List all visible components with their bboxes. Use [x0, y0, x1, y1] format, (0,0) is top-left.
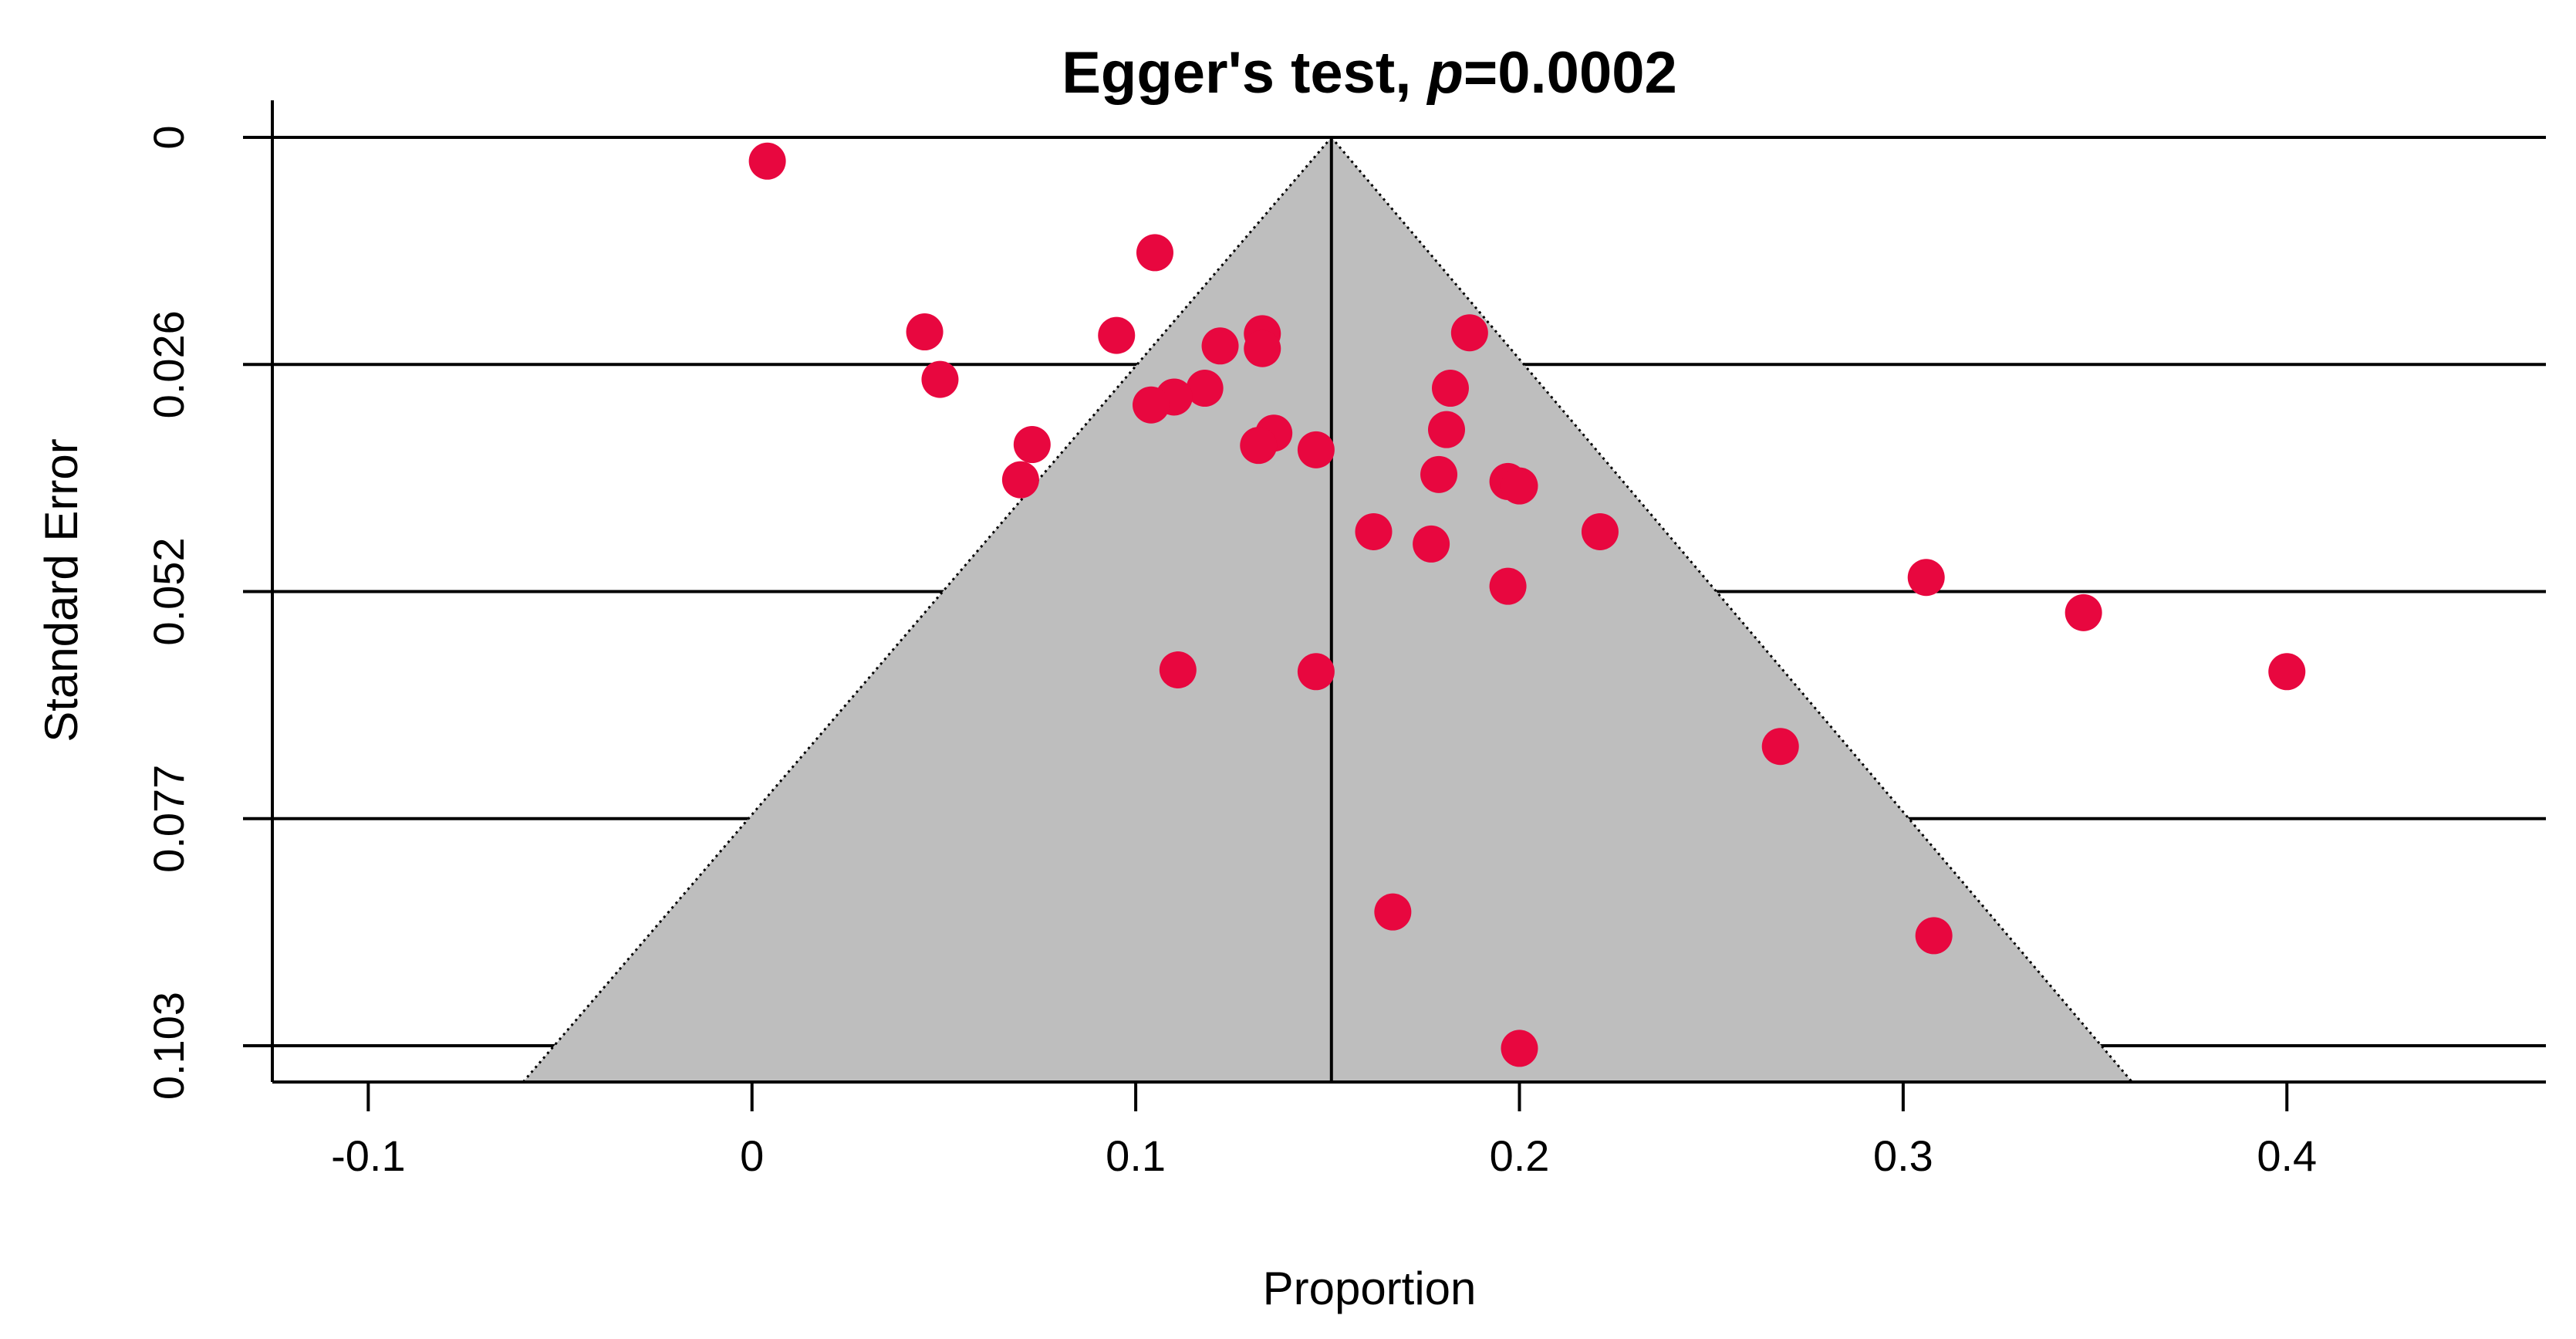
data-point-17: [1297, 431, 1335, 468]
data-point-34: [1501, 1030, 1538, 1067]
data-point-2: [906, 313, 944, 351]
title-prefix: Egger's test,: [1062, 40, 1427, 106]
data-point-30: [2268, 653, 2306, 691]
data-point-6: [1244, 330, 1281, 367]
data-point-33: [1915, 917, 1953, 955]
y-axis-title: Standard Error: [35, 438, 87, 742]
x-axis-ticks: -0.1 0 0.1 0.2 0.3 0.4: [331, 1082, 2317, 1180]
x-tick-label-5: 0.4: [2257, 1131, 2317, 1180]
data-point-32: [1374, 893, 1412, 931]
data-point-18: [1001, 461, 1039, 499]
data-point-1: [1136, 234, 1173, 272]
data-point-19: [1420, 455, 1458, 493]
data-point-0: [748, 142, 786, 180]
data-point-25: [1907, 559, 1945, 597]
y-tick-label-3: 0.077: [144, 765, 193, 873]
data-points: [748, 142, 2306, 1067]
funnel-left-boundary: [521, 137, 1332, 1085]
data-point-31: [1761, 728, 1799, 766]
data-point-29: [1297, 653, 1335, 691]
x-tick-label-1: 0: [740, 1131, 764, 1180]
data-point-11: [1133, 386, 1170, 424]
y-tick-label-4: 0.103: [144, 992, 193, 1100]
funnel-triangle: [522, 137, 2134, 1084]
data-point-26: [1489, 567, 1527, 605]
data-point-21: [1501, 467, 1538, 505]
title-p: p: [1426, 40, 1463, 106]
data-point-15: [1013, 426, 1051, 464]
y-tick-label-1: 0.026: [144, 310, 193, 418]
data-point-27: [2065, 593, 2102, 631]
data-point-8: [921, 360, 959, 398]
data-point-23: [1581, 512, 1619, 550]
x-tick-label-0: -0.1: [331, 1131, 406, 1180]
x-tick-label-2: 0.1: [1106, 1131, 1166, 1180]
y-tick-label-0: 0: [144, 125, 193, 149]
x-axis-title: Proportion: [1263, 1263, 1477, 1314]
data-point-9: [1186, 370, 1224, 407]
data-point-3: [1098, 316, 1136, 354]
data-point-12: [1431, 370, 1469, 407]
data-point-28: [1159, 651, 1197, 689]
data-point-7: [1201, 327, 1239, 365]
funnel-region: [521, 137, 2135, 1085]
data-point-22: [1355, 512, 1393, 550]
x-tick-label-3: 0.2: [1490, 1131, 1550, 1180]
chart-title: Egger's test, p=0.0002: [1062, 40, 1677, 106]
data-point-24: [1413, 525, 1450, 563]
x-tick-label-4: 0.3: [1873, 1131, 1933, 1180]
data-point-4: [1450, 314, 1488, 352]
y-tick-label-2: 0.052: [144, 537, 193, 645]
title-suffix: =0.0002: [1464, 40, 1677, 106]
data-point-14: [1427, 411, 1465, 448]
data-point-16: [1240, 427, 1278, 465]
y-axis-ticks: 0 0.026 0.052 0.077 0.103: [144, 125, 272, 1100]
